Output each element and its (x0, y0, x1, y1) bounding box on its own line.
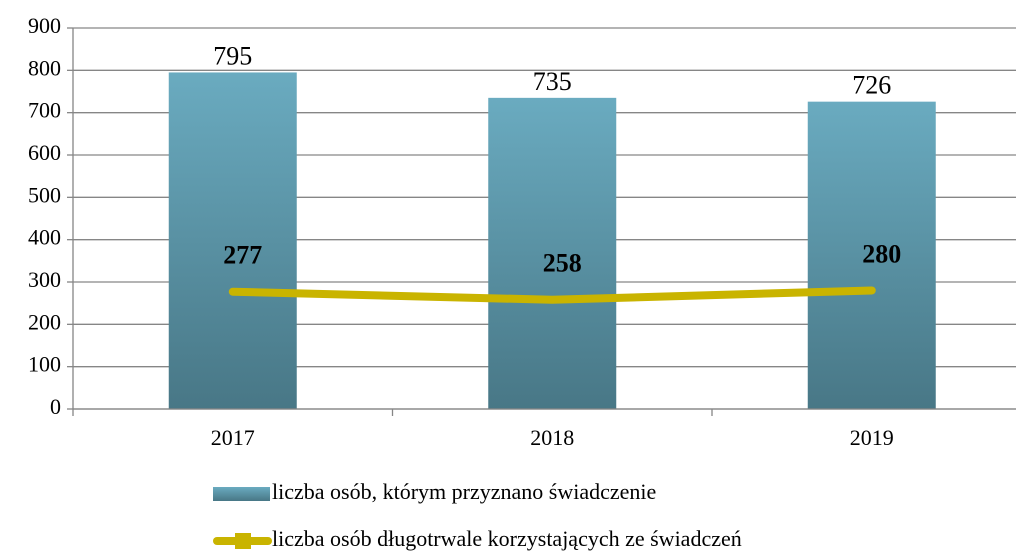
y-tick-label: 700 (28, 98, 61, 123)
bar (807, 101, 936, 409)
bar (488, 97, 617, 409)
x-tick-label: 2017 (211, 425, 255, 450)
x-tick-label: 2019 (850, 425, 894, 450)
bar-value-label: 726 (852, 71, 891, 100)
y-tick-label: 800 (28, 55, 61, 80)
line (228, 286, 876, 304)
legend-label: liczba osób, którym przyznano świadczeni… (272, 479, 656, 504)
legend-label: liczba osób długotrwale korzystających z… (272, 526, 742, 551)
y-tick-label: 300 (28, 267, 61, 292)
line-value-label: 277 (223, 241, 262, 270)
legend-swatch (213, 487, 270, 501)
y-tick-label: 200 (28, 309, 61, 334)
bar-value-label: 795 (213, 41, 252, 70)
y-tick-label: 100 (28, 352, 61, 377)
bar (168, 72, 297, 409)
y-tick-label: 0 (50, 394, 61, 419)
legend-marker (235, 533, 251, 549)
y-tick-label: 400 (28, 225, 61, 250)
line-value-label: 258 (543, 249, 582, 278)
x-tick-label: 2018 (530, 425, 574, 450)
y-tick-label: 500 (28, 182, 61, 207)
y-tick-label: 600 (28, 140, 61, 165)
bar-value-label: 735 (533, 67, 572, 96)
y-tick-label: 900 (28, 13, 61, 38)
line-value-label: 280 (862, 239, 901, 268)
